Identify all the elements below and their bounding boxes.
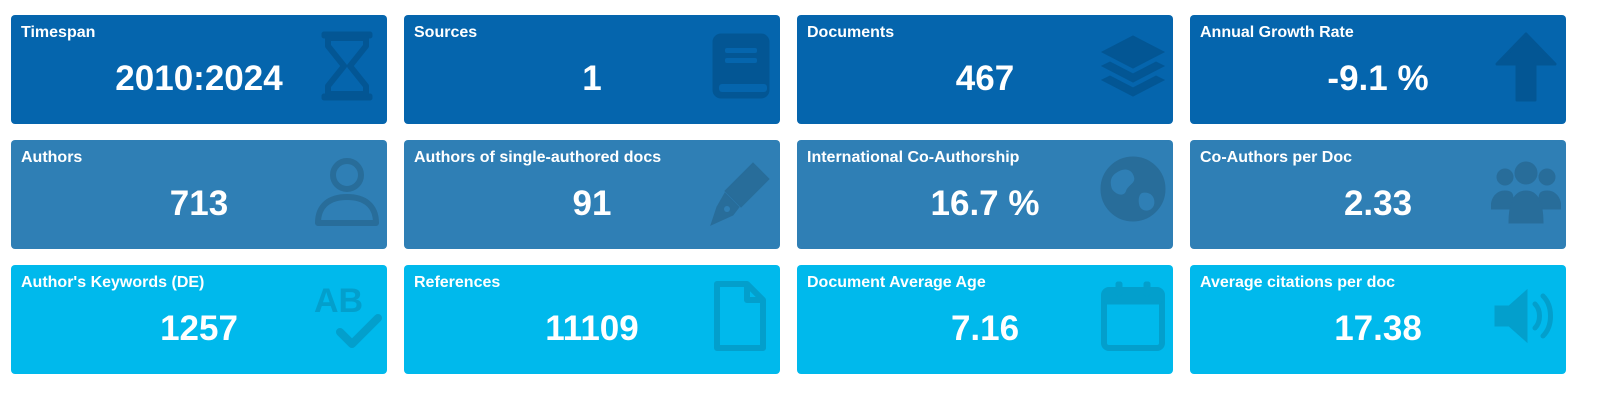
card-title: References [414,274,501,291]
volume-icon [1491,278,1561,354]
card-title: Timespan [21,24,96,41]
card-authors-keywords: Author's Keywords (DE) 1257 AB [11,265,387,374]
book-icon [705,28,775,104]
pen-nib-icon [705,153,775,229]
card-coauthors-per-doc: Co-Authors per Doc 2.33 [1190,140,1566,249]
card-sources: Sources 1 [404,15,780,124]
card-value: 91 [572,184,612,223]
card-value: 2010:2024 [115,59,283,98]
card-title: Sources [414,24,478,41]
svg-text:AB: AB [314,282,363,320]
card-average-citations: Average citations per doc 17.38 [1190,265,1566,374]
card-document-average-age: Document Average Age 7.16 [797,265,1173,374]
card-title: Documents [807,24,895,41]
card-international-coauthorship: International Co-Authorship 16.7 % [797,140,1173,249]
card-value: 16.7 % [930,184,1040,223]
hourglass-icon [312,28,382,104]
card-value: 2.33 [1343,184,1413,223]
user-icon [312,153,382,229]
card-value: 1257 [160,309,238,348]
card-single-authored: Authors of single-authored docs 91 [404,140,780,249]
card-value: -9.1 % [1327,59,1429,98]
card-timespan: Timespan 2010:2024 [11,15,387,124]
card-value: 1 [582,59,602,98]
card-value: 7.16 [950,309,1020,348]
card-title: Co-Authors per Doc [1200,149,1352,166]
file-icon [705,278,775,354]
card-title: Document Average Age [807,274,986,291]
card-title: Authors [21,149,83,166]
card-title: International Co-Authorship [807,149,1020,166]
calendar-icon [1098,278,1168,354]
card-value: 17.38 [1334,309,1422,348]
card-references: References 11109 [404,265,780,374]
card-authors: Authors 713 [11,140,387,249]
card-value: 11109 [545,309,639,348]
card-title: Author's Keywords (DE) [21,274,205,291]
users-icon [1491,153,1561,229]
spell-check-icon: AB [312,278,382,354]
card-annual-growth-rate: Annual Growth Rate -9.1 % [1190,15,1566,124]
card-title: Authors of single-authored docs [414,149,662,166]
globe-icon [1098,153,1168,229]
layers-icon [1098,28,1168,104]
card-title: Annual Growth Rate [1200,24,1354,41]
card-title: Average citations per doc [1200,274,1396,291]
card-documents: Documents 467 [797,15,1173,124]
card-value: 467 [955,59,1015,98]
card-value: 713 [169,184,229,223]
arrow-up-icon [1491,28,1561,104]
